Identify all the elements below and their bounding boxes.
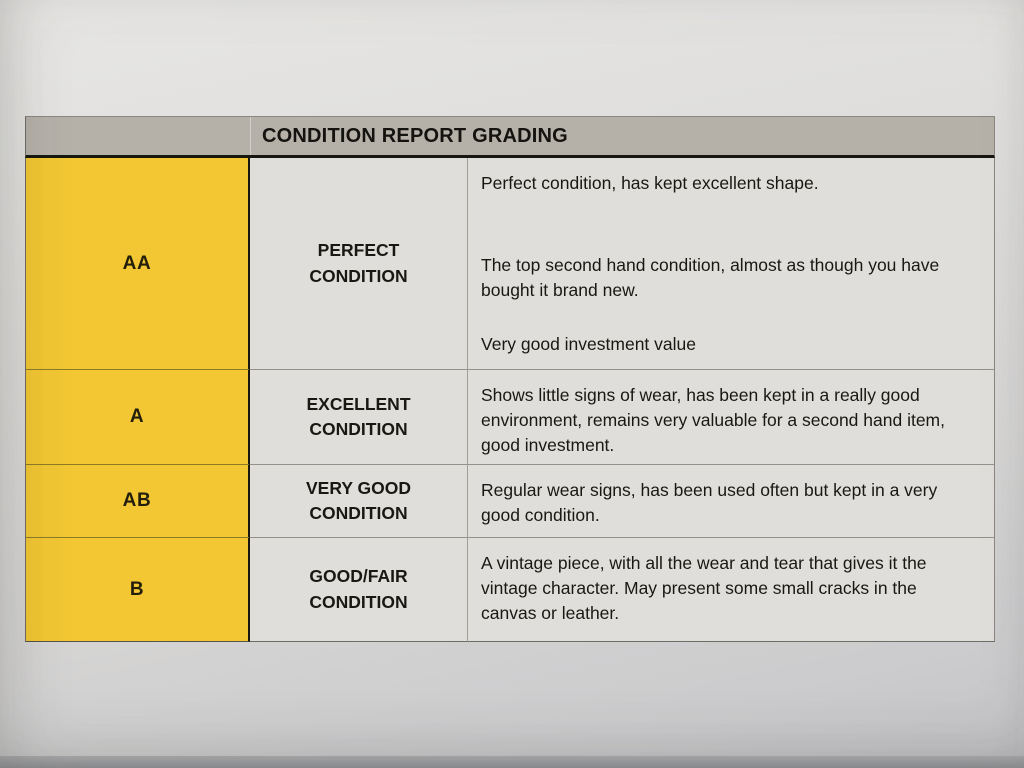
description-cell: Perfect condition, has kept excellent sh… [468,158,995,370]
table-row-b: B GOOD/FAIR CONDITION A vintage piece, w… [25,538,995,642]
table-row-a: A EXCELLENT CONDITION Shows little signs… [25,370,995,465]
table-title: CONDITION REPORT GRADING [262,124,568,147]
condition-grading-table: CONDITION REPORT GRADING AA PERFECT COND… [25,116,995,642]
grade-cell: A [25,370,250,465]
description-paragraph: A vintage piece, with all the wear and t… [481,553,927,623]
table-header-row: CONDITION REPORT GRADING [25,116,995,158]
condition-label: GOOD/FAIR CONDITION [309,566,408,612]
table-row-aa: AA PERFECT CONDITION Perfect condition, … [25,158,995,370]
description-cell: Regular wear signs, has been used often … [468,465,995,538]
condition-label: VERY GOOD CONDITION [305,477,412,523]
table-row-ab: AB VERY GOOD CONDITION Regular wear sign… [25,465,995,538]
condition-label: EXCELLENT CONDITION [306,393,411,439]
condition-cell: EXCELLENT CONDITION [250,370,468,465]
description-cell: A vintage piece, with all the wear and t… [468,538,995,642]
grade-label: AA [122,252,152,274]
grade-label: AB [122,490,152,511]
condition-cell: GOOD/FAIR CONDITION [250,538,468,642]
description-paragraph: Very good investment value [481,333,696,354]
grade-cell: AA [25,158,250,370]
description-paragraph: Regular wear signs, has been used often … [481,480,938,525]
condition-cell: VERY GOOD CONDITION [250,465,468,538]
paper-bottom-edge [0,756,1024,768]
grade-cell: AB [25,465,250,538]
description-paragraph: Perfect condition, has kept excellent sh… [481,173,819,193]
grade-label: A [129,406,145,427]
grade-label: B [129,578,145,600]
description-paragraph: The top second hand condition, almost as… [481,254,940,300]
header-grade-column-spacer [26,117,251,155]
grade-cell: B [25,538,250,642]
description-cell: Shows little signs of wear, has been kep… [468,370,995,465]
description-paragraph: Shows little signs of wear, has been kep… [481,385,945,455]
condition-label: PERFECT CONDITION [309,240,408,286]
condition-cell: PERFECT CONDITION [250,158,468,370]
